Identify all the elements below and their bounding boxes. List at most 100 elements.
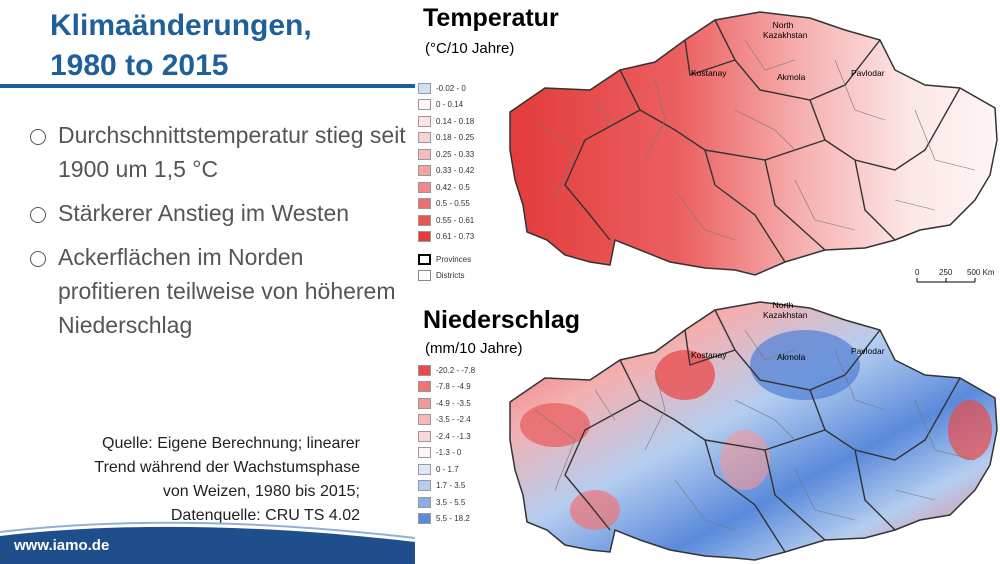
footer-band [0, 521, 415, 564]
legend-swatch [418, 148, 431, 160]
legend-label: -7.8 - -4.9 [436, 382, 471, 392]
legend-swatch [418, 414, 431, 426]
red-anomaly-center [720, 430, 770, 490]
legend-label: 0.61 - 0.73 [436, 232, 475, 242]
legend-item: -7.8 - -4.9 [418, 379, 475, 396]
slide-title: Klimaänderungen, 1980 to 2015 [50, 6, 312, 86]
precipitation-map [509, 301, 998, 561]
legend-swatch [418, 231, 431, 243]
legend-label: Provinces [436, 254, 472, 264]
legend-item: -0.02 - 0 [418, 80, 474, 97]
legend-label: 5.5 - 18.2 [436, 514, 470, 524]
temperature-legend: -0.02 - 0 0 - 0.14 0.14 - 0.18 0.18 - 0.… [418, 80, 474, 283]
legend-item: 0.33 - 0.42 [418, 163, 474, 180]
legend-label: -2.4 - -1.3 [436, 431, 471, 441]
footer-url-link[interactable]: www.iamo.de [14, 537, 110, 554]
bullet-text: Ackerflächen im Norden profitieren teilw… [58, 244, 396, 338]
temperature-map-unit: (°C/10 Jahre) [425, 40, 515, 57]
legend-label: -1.3 - 0 [436, 448, 462, 458]
legend-label: 0.33 - 0.42 [436, 166, 475, 176]
legend-item: -2.4 - -1.3 [418, 428, 475, 445]
map-scale-bar: 0 250 500 Km [915, 268, 995, 288]
legend-item: 5.5 - 18.2 [418, 511, 475, 528]
place-label-akmola: Akmola [777, 72, 806, 82]
legend-swatch [418, 513, 431, 525]
province-boundary-swatch [418, 253, 431, 265]
slide-title-line2: 1980 to 2015 [50, 49, 229, 82]
blue-anomaly-north [750, 330, 860, 400]
temperature-map-title: Temperatur [423, 4, 559, 32]
legend-swatch [418, 115, 431, 127]
legend-swatch [418, 82, 431, 94]
legend-item: 0.14 - 0.18 [418, 113, 474, 130]
scale-label-500: 500 Km [967, 268, 995, 277]
legend-label: 0.18 - 0.25 [436, 133, 475, 143]
legend-swatch [418, 364, 431, 376]
source-line: Quelle: Eigene Berechnung; linearer [102, 435, 360, 452]
bullet-item: Ackerflächen im Norden profitieren teilw… [30, 240, 410, 342]
legend-item: 0.42 - 0.5 [418, 179, 474, 196]
legend-swatch [418, 447, 431, 459]
legend-label: -3.5 - -2.4 [436, 415, 471, 425]
legend-swatch [418, 381, 431, 393]
legend-label: 0.55 - 0.61 [436, 215, 475, 225]
legend-label: 0.14 - 0.18 [436, 116, 475, 126]
bullet-item: Durchschnittstemperatur stieg seit 1900 … [30, 118, 410, 186]
legend-item: -4.9 - -3.5 [418, 395, 475, 412]
precipitation-map-title: Niederschlag [423, 306, 581, 334]
precipitation-map-unit: (mm/10 Jahre) [425, 340, 523, 357]
legend-label: 1.7 - 3.5 [436, 481, 466, 491]
scale-label-250: 250 [939, 268, 953, 277]
red-anomaly-southwest [570, 490, 620, 530]
legend-item: 0 - 1.7 [418, 461, 475, 478]
place-label-akmola: Akmola [777, 352, 806, 362]
legend-label: -20.2 - -7.8 [436, 365, 476, 375]
legend-item: 0.25 - 0.33 [418, 146, 474, 163]
slide-title-line1: Klimaänderungen, [50, 9, 312, 42]
legend-item: 3.5 - 5.5 [418, 494, 475, 511]
place-label-pavlodar: Pavlodar [851, 68, 885, 78]
place-label-kostanay: Kostanay [691, 68, 727, 78]
district-boundary-swatch [418, 269, 431, 281]
legend-swatch [418, 165, 431, 177]
kazakhstan-shape [509, 11, 998, 276]
legend-label: 0 - 1.7 [436, 464, 459, 474]
source-line: Trend während der Wachstumsphase [94, 459, 360, 476]
place-label-north-kazakhstan: North Kazakhstan [763, 20, 808, 40]
circle-bullet-icon [30, 251, 46, 267]
legend-item: 0.55 - 0.61 [418, 212, 474, 229]
legend-swatch [418, 132, 431, 144]
legend-item: -3.5 - -2.4 [418, 412, 475, 429]
title-divider [0, 84, 415, 88]
legend-swatch [418, 198, 431, 210]
place-label-north-kazakhstan: North Kazakhstan [763, 300, 808, 320]
circle-bullet-icon [30, 207, 46, 223]
legend-item: 0 - 0.14 [418, 97, 474, 114]
bullet-item: Stärkerer Anstieg im Westen [30, 196, 410, 230]
legend-swatch [418, 480, 431, 492]
legend-label: 0.25 - 0.33 [436, 149, 475, 159]
source-line: Datenquelle: CRU TS 4.02 [170, 507, 360, 524]
legend-label: -4.9 - -3.5 [436, 398, 471, 408]
legend-swatch [418, 496, 431, 508]
red-anomaly-northwest [655, 350, 715, 400]
bullet-text: Durchschnittstemperatur stieg seit 1900 … [58, 122, 406, 182]
legend-item: 0.61 - 0.73 [418, 229, 474, 246]
temperature-map [509, 11, 998, 276]
legend-item: 0.18 - 0.25 [418, 130, 474, 147]
bullet-list: Durchschnittstemperatur stieg seit 1900 … [30, 118, 410, 352]
legend-swatch [418, 181, 431, 193]
legend-swatch [418, 397, 431, 409]
legend-swatch [418, 430, 431, 442]
scale-label-0: 0 [915, 268, 920, 277]
place-label-kostanay: Kostanay [691, 350, 727, 360]
legend-swatch [418, 463, 431, 475]
circle-bullet-icon [30, 129, 46, 145]
legend-label: Districts [436, 270, 465, 280]
legend-item: -20.2 - -7.8 [418, 362, 475, 379]
source-line: von Weizen, 1980 bis 2015; [162, 483, 360, 500]
legend-item-districts: Districts [418, 267, 474, 283]
legend-label: 0 - 0.14 [436, 100, 464, 110]
legend-swatch [418, 99, 431, 111]
bullet-text: Stärkerer Anstieg im Westen [58, 200, 350, 226]
